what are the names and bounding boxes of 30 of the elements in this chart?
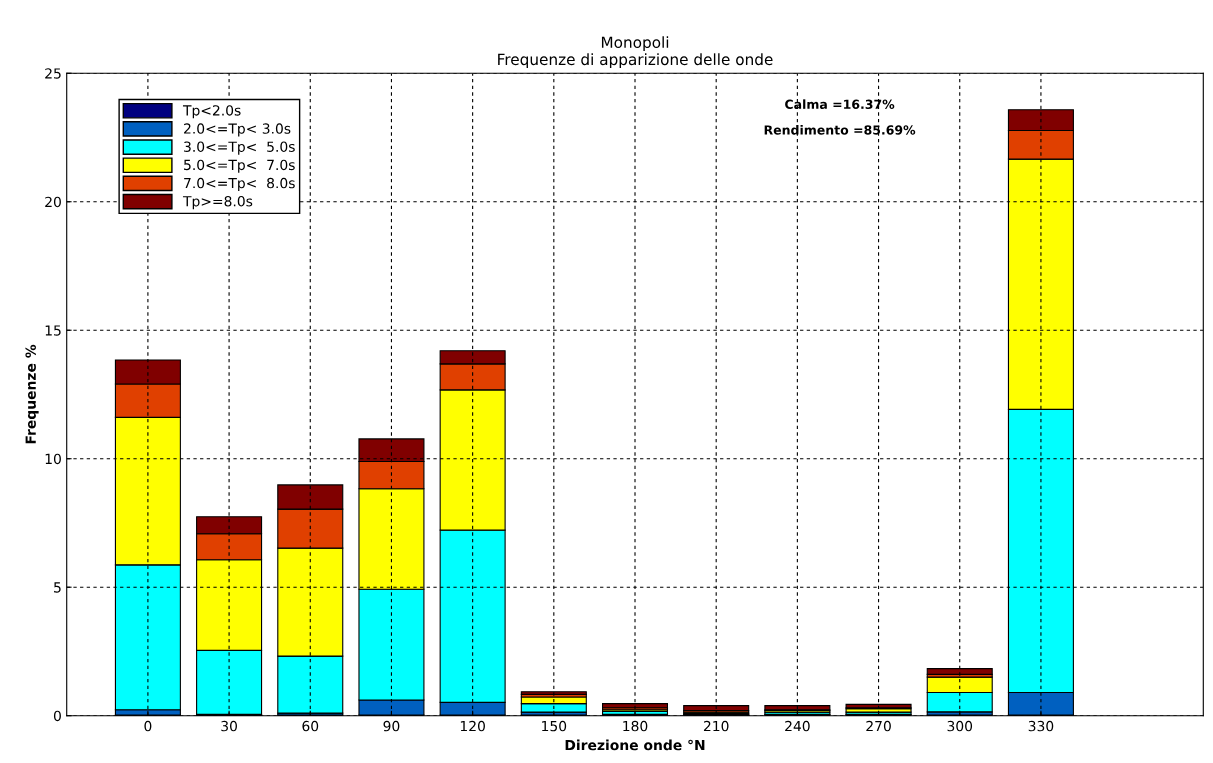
x-tick-label: 150: [542, 720, 567, 732]
x-tick-label: 0: [144, 720, 152, 732]
x-tick-label: 60: [302, 720, 319, 732]
x-tick-label: 330: [1028, 720, 1054, 732]
x-tick-label: 30: [221, 720, 237, 732]
y-tick-label: 20: [45, 196, 61, 208]
legend-label: 7.0<=Tp< 8.0s: [184, 177, 295, 191]
chart-subtitle: Frequenze di apparizione delle onde: [498, 53, 773, 69]
legend-label: Tp>=8.0s: [182, 195, 253, 210]
annotation: Rendimento =85.69%: [764, 125, 916, 135]
y-tick-label: 10: [45, 453, 61, 465]
legend-label: 5.0<=Tp< 7.0s: [184, 159, 295, 173]
y-tick-label: 15: [45, 325, 61, 336]
y-tick-label: 0: [53, 710, 61, 722]
x-tick-label: 300: [947, 720, 973, 732]
x-tick-label: 210: [703, 720, 729, 732]
x-tick-label: 240: [785, 720, 810, 732]
legend-label: 3.0<=Tp< 5.0s: [184, 141, 295, 155]
x-tick-label: 180: [623, 720, 648, 732]
y-tick-label: 25: [45, 68, 61, 79]
legend-label: 2.0<=Tp< 3.0s: [184, 123, 291, 137]
x-tick-label: 90: [383, 720, 400, 732]
annotation: Calma =16.37%: [785, 99, 895, 109]
x-tick-label: 120: [460, 720, 485, 732]
chart-title: Monopoli: [601, 36, 669, 51]
legend-label: Tp<2.0s: [182, 105, 241, 119]
y-tick-label: 5: [54, 582, 61, 593]
x-axis-title: Direzione onde °N: [565, 739, 705, 751]
y-axis-title: Frequenze %: [25, 344, 39, 444]
x-tick-label: 270: [866, 720, 891, 732]
